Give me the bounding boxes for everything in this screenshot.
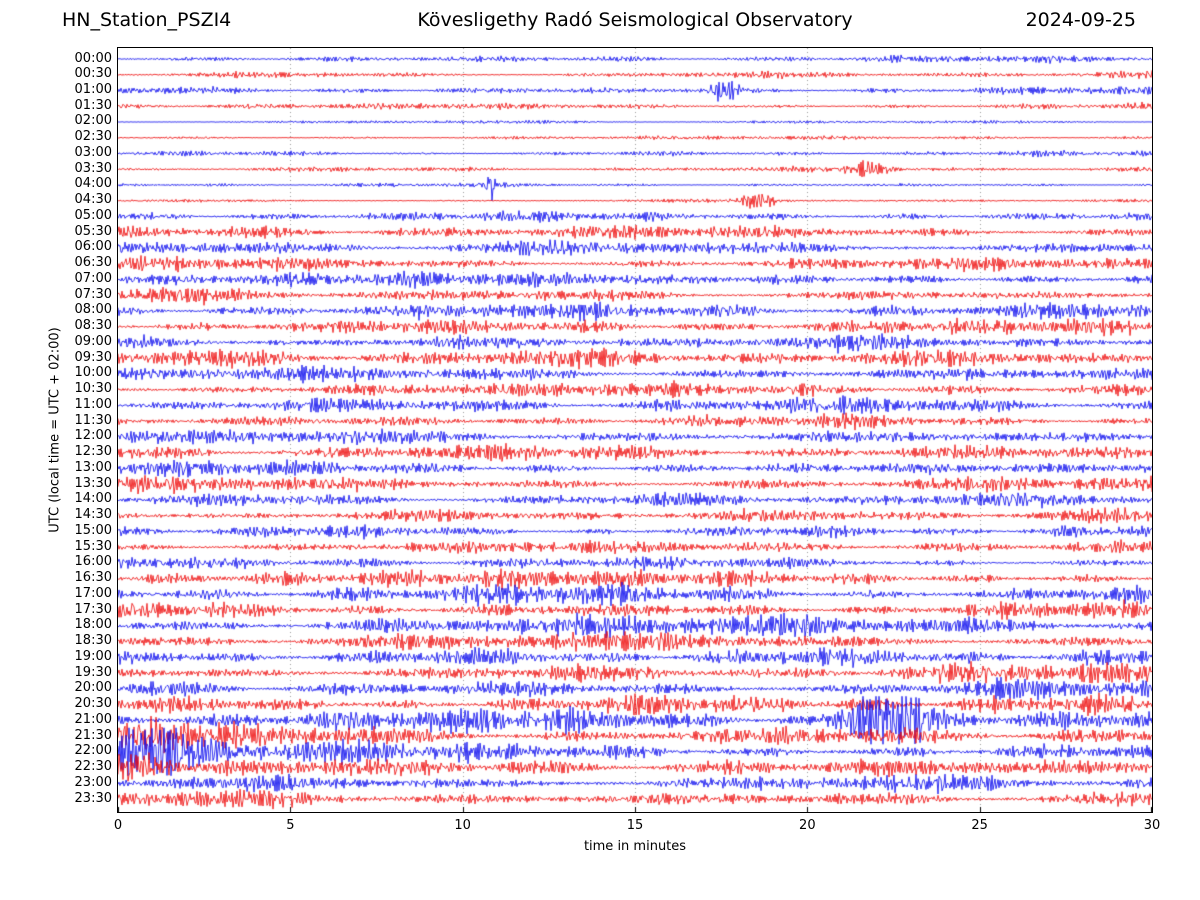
ytick-label: 21:00 [74, 711, 112, 727]
ytick-label: 16:00 [74, 554, 112, 570]
xtick-label: 30 [1143, 818, 1161, 833]
ytick-label: 12:30 [74, 444, 112, 460]
ytick-label: 11:30 [74, 412, 112, 428]
ytick-label: 07:30 [74, 286, 112, 302]
ytick-label: 13:30 [74, 475, 112, 491]
ytick-label: 14:00 [74, 491, 112, 507]
ytick-label: 09:00 [74, 333, 112, 349]
ytick-label: 03:00 [74, 144, 112, 160]
ytick-label: 03:30 [74, 160, 112, 176]
ytick-label: 10:00 [74, 365, 112, 381]
ytick-label: 11:00 [74, 396, 112, 412]
ytick-label: 06:00 [74, 239, 112, 255]
ytick-label: 20:00 [74, 680, 112, 696]
helicorder-canvas [118, 48, 1152, 812]
ytick-label: 08:30 [74, 318, 112, 334]
xtick-label: 5 [286, 818, 295, 833]
ytick-label: 01:30 [74, 97, 112, 113]
ytick-label: 13:00 [74, 459, 112, 475]
ytick-label: 09:30 [74, 349, 112, 365]
ytick-label: 18:00 [74, 617, 112, 633]
ytick-label: 17:30 [74, 601, 112, 617]
ytick-label: 01:00 [74, 81, 112, 97]
ytick-label: 04:30 [74, 192, 112, 208]
ytick-label: 23:00 [74, 774, 112, 790]
ytick-label: 22:30 [74, 759, 112, 775]
x-axis-label: time in minutes [583, 839, 687, 854]
ytick-label: 21:30 [74, 727, 112, 743]
ytick-label: 20:30 [74, 696, 112, 712]
ytick-label: 05:00 [74, 207, 112, 223]
ytick-label: 12:00 [74, 428, 112, 444]
ytick-label: 02:00 [74, 113, 112, 129]
ytick-label: 19:30 [74, 664, 112, 680]
ytick-label: 08:00 [74, 302, 112, 318]
ytick-label: 19:00 [74, 648, 112, 664]
ytick-label: 14:30 [74, 507, 112, 523]
ytick-label: 00:00 [74, 50, 112, 66]
xtick-label: 15 [626, 818, 644, 833]
ytick-label: 15:00 [74, 522, 112, 538]
ytick-label: 16:30 [74, 570, 112, 586]
ytick-label: 10:30 [74, 381, 112, 397]
ytick-label: 04:00 [74, 176, 112, 192]
ytick-label: 23:30 [74, 790, 112, 806]
xtick-label: 10 [454, 818, 471, 833]
xtick-label: 25 [971, 818, 988, 833]
ytick-label: 02:30 [74, 129, 112, 145]
ytick-label: 00:30 [74, 66, 112, 82]
ytick-label: 06:30 [74, 255, 112, 271]
ytick-label: 17:00 [74, 585, 112, 601]
xtick-label: 0 [113, 818, 123, 833]
ytick-label: 05:30 [74, 223, 112, 239]
ytick-label: 07:00 [74, 270, 112, 286]
ytick-label: 22:00 [74, 743, 112, 759]
date-label: 2024-09-25 [1025, 9, 1136, 31]
plot-frame [117, 47, 1153, 813]
ytick-label: 18:30 [74, 633, 112, 649]
xtick-label: 20 [799, 818, 816, 833]
observatory-title: Kövesligethy Radó Seismological Observat… [417, 9, 853, 31]
station-title: HN_Station_PSZI4 [62, 9, 232, 31]
ytick-label: 15:30 [74, 538, 112, 554]
